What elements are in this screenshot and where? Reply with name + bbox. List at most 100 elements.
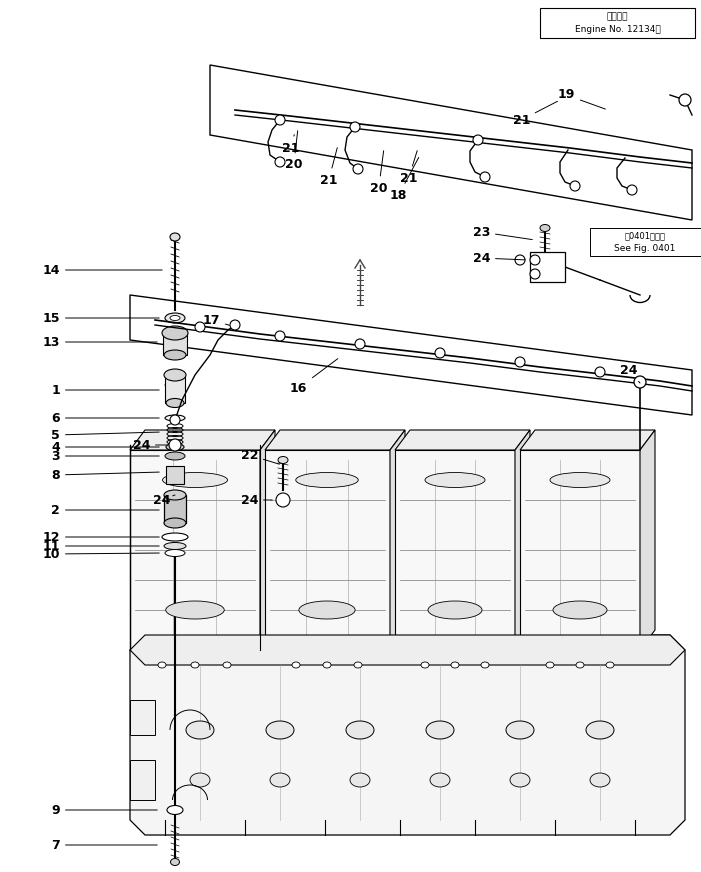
Circle shape	[515, 357, 525, 367]
Polygon shape	[640, 430, 655, 650]
Circle shape	[570, 181, 580, 191]
Polygon shape	[130, 450, 260, 650]
Polygon shape	[515, 430, 530, 650]
Circle shape	[195, 322, 205, 332]
Text: 13: 13	[43, 336, 157, 349]
Ellipse shape	[166, 399, 184, 407]
Ellipse shape	[553, 601, 607, 619]
Text: 適用号機: 適用号機	[607, 12, 628, 22]
Ellipse shape	[299, 601, 355, 619]
Ellipse shape	[190, 773, 210, 787]
Ellipse shape	[550, 473, 610, 487]
Text: 10: 10	[43, 548, 159, 561]
Circle shape	[230, 320, 240, 330]
Text: 9: 9	[51, 803, 157, 816]
Text: See Fig. 0401: See Fig. 0401	[614, 243, 676, 253]
Text: 21: 21	[320, 147, 337, 187]
Ellipse shape	[223, 662, 231, 668]
Text: 24: 24	[620, 364, 640, 383]
Ellipse shape	[167, 806, 183, 814]
Ellipse shape	[162, 533, 188, 541]
Ellipse shape	[451, 662, 459, 668]
Text: 20: 20	[285, 131, 303, 172]
Ellipse shape	[576, 662, 584, 668]
Ellipse shape	[421, 662, 429, 668]
Text: 17: 17	[203, 314, 229, 326]
Circle shape	[480, 172, 490, 182]
Ellipse shape	[164, 518, 186, 528]
Circle shape	[595, 367, 605, 377]
Ellipse shape	[163, 473, 228, 487]
Ellipse shape	[540, 224, 550, 231]
Ellipse shape	[510, 773, 530, 787]
Bar	[164, 495, 186, 523]
Ellipse shape	[170, 859, 179, 866]
Circle shape	[353, 164, 363, 174]
Circle shape	[275, 157, 285, 167]
Polygon shape	[130, 700, 155, 735]
Circle shape	[473, 135, 483, 145]
Polygon shape	[520, 450, 640, 650]
Ellipse shape	[346, 721, 374, 739]
Polygon shape	[395, 430, 530, 450]
Text: 21: 21	[400, 151, 418, 185]
Text: 22: 22	[240, 448, 279, 464]
Ellipse shape	[162, 326, 188, 340]
Text: 15: 15	[43, 311, 159, 324]
Ellipse shape	[506, 721, 534, 739]
Text: 5: 5	[51, 428, 159, 441]
Ellipse shape	[296, 473, 358, 487]
Ellipse shape	[164, 369, 186, 381]
Text: 14: 14	[43, 263, 162, 276]
Circle shape	[634, 376, 646, 388]
Text: 11: 11	[43, 540, 159, 553]
Ellipse shape	[354, 662, 362, 668]
Polygon shape	[130, 430, 275, 450]
Circle shape	[515, 255, 525, 265]
Circle shape	[530, 269, 540, 279]
Circle shape	[350, 122, 360, 132]
Text: 2: 2	[51, 503, 159, 516]
Ellipse shape	[165, 415, 185, 421]
Ellipse shape	[158, 662, 166, 668]
Text: 1: 1	[51, 384, 159, 397]
Ellipse shape	[481, 662, 489, 668]
Text: 21: 21	[512, 101, 557, 126]
Text: 18: 18	[390, 158, 418, 201]
Polygon shape	[260, 430, 275, 650]
Ellipse shape	[270, 773, 290, 787]
Ellipse shape	[164, 490, 186, 500]
Circle shape	[276, 493, 290, 507]
Ellipse shape	[165, 549, 185, 556]
Text: Engine No. 12134～: Engine No. 12134～	[575, 25, 660, 35]
Polygon shape	[390, 430, 405, 650]
Ellipse shape	[166, 444, 184, 451]
Text: 20: 20	[370, 151, 388, 194]
Text: 4: 4	[51, 440, 159, 453]
Text: 8: 8	[51, 468, 159, 481]
Circle shape	[170, 415, 180, 425]
Polygon shape	[265, 430, 405, 450]
Polygon shape	[130, 635, 685, 665]
Polygon shape	[265, 450, 390, 650]
Ellipse shape	[350, 773, 370, 787]
Ellipse shape	[165, 452, 185, 460]
Text: 6: 6	[51, 412, 159, 425]
Text: 16: 16	[290, 358, 338, 394]
Circle shape	[355, 339, 365, 349]
Ellipse shape	[266, 721, 294, 739]
Bar	[163, 333, 187, 355]
Ellipse shape	[165, 601, 224, 619]
Text: 根0401图参照: 根0401图参照	[625, 231, 665, 241]
Polygon shape	[395, 450, 515, 650]
Polygon shape	[520, 430, 655, 450]
Text: 23: 23	[472, 226, 532, 240]
Circle shape	[627, 185, 637, 195]
Ellipse shape	[546, 662, 554, 668]
Ellipse shape	[186, 721, 214, 739]
Ellipse shape	[606, 662, 614, 668]
Bar	[530, 252, 565, 282]
Ellipse shape	[323, 662, 331, 668]
Ellipse shape	[170, 233, 180, 241]
Ellipse shape	[426, 721, 454, 739]
